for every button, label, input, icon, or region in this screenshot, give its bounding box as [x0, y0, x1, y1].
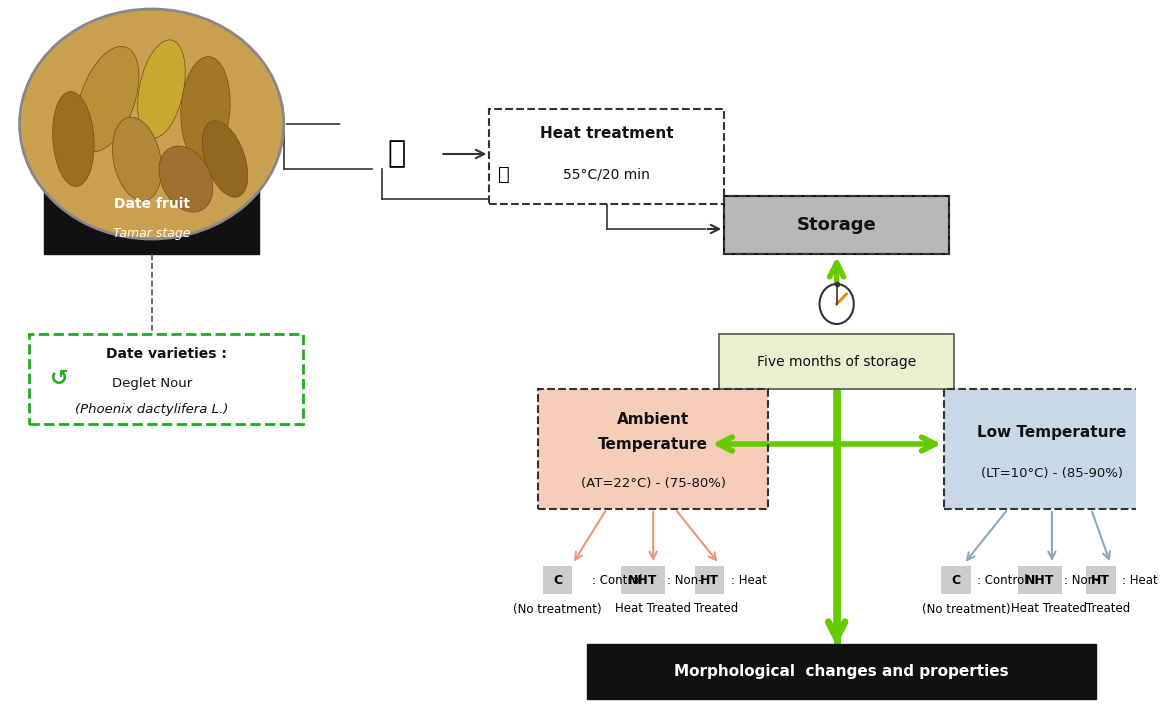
Text: Ambient: Ambient	[616, 411, 690, 427]
Text: 🌡: 🌡	[498, 164, 510, 184]
FancyBboxPatch shape	[489, 109, 724, 204]
Text: Treated: Treated	[694, 603, 738, 615]
FancyBboxPatch shape	[29, 334, 303, 424]
FancyBboxPatch shape	[944, 389, 1160, 509]
Ellipse shape	[820, 284, 853, 324]
Text: Low Temperature: Low Temperature	[978, 425, 1126, 440]
Ellipse shape	[20, 9, 283, 239]
FancyBboxPatch shape	[539, 389, 769, 509]
Text: : Control: : Control	[592, 574, 643, 586]
Text: Deglet Nour: Deglet Nour	[111, 377, 192, 391]
Text: (No treatment): (No treatment)	[922, 603, 1010, 615]
FancyBboxPatch shape	[942, 566, 971, 594]
Ellipse shape	[181, 57, 230, 162]
FancyBboxPatch shape	[719, 334, 954, 389]
FancyBboxPatch shape	[724, 196, 950, 254]
Text: ↺: ↺	[50, 369, 68, 389]
Text: Heat Treated: Heat Treated	[614, 603, 691, 615]
FancyBboxPatch shape	[621, 566, 665, 594]
Text: Heat Treated: Heat Treated	[1011, 603, 1087, 615]
Text: Treated: Treated	[1086, 603, 1130, 615]
Ellipse shape	[52, 91, 94, 186]
Text: Date varieties :: Date varieties :	[106, 347, 226, 361]
Text: : Control: : Control	[976, 574, 1027, 586]
Text: Storage: Storage	[796, 216, 877, 234]
FancyBboxPatch shape	[543, 566, 572, 594]
Text: (LT=10°C) - (85-90%): (LT=10°C) - (85-90%)	[981, 467, 1123, 481]
Text: : Heat: : Heat	[731, 574, 766, 586]
Text: C: C	[952, 574, 960, 586]
Text: (Phoenix dactylifera L.): (Phoenix dactylifera L.)	[75, 403, 229, 415]
Text: : Non-: : Non-	[668, 574, 702, 586]
Text: 🌬: 🌬	[387, 140, 405, 169]
Text: 55°C/20 min: 55°C/20 min	[563, 167, 650, 181]
Text: Date fruit: Date fruit	[114, 197, 189, 211]
Text: Morphological  changes and properties: Morphological changes and properties	[675, 664, 1009, 679]
Text: (AT=22°C) - (75-80%): (AT=22°C) - (75-80%)	[580, 477, 726, 491]
Text: NHT: NHT	[1024, 574, 1054, 586]
Text: (No treatment): (No treatment)	[513, 603, 603, 615]
FancyBboxPatch shape	[1018, 566, 1061, 594]
Text: HT: HT	[1091, 574, 1110, 586]
Ellipse shape	[159, 146, 212, 212]
Text: : Heat: : Heat	[1123, 574, 1159, 586]
Text: Five months of storage: Five months of storage	[757, 355, 916, 369]
FancyBboxPatch shape	[694, 566, 724, 594]
FancyBboxPatch shape	[587, 644, 1096, 699]
FancyBboxPatch shape	[44, 184, 259, 254]
Text: C: C	[553, 574, 562, 586]
FancyBboxPatch shape	[1087, 566, 1116, 594]
Ellipse shape	[202, 121, 247, 197]
Text: Tamar stage: Tamar stage	[113, 228, 190, 240]
Text: Temperature: Temperature	[598, 437, 708, 452]
Text: HT: HT	[700, 574, 719, 586]
Text: : Non-: : Non-	[1063, 574, 1099, 586]
Ellipse shape	[77, 47, 139, 152]
Text: Heat treatment: Heat treatment	[540, 126, 673, 142]
Ellipse shape	[113, 117, 161, 201]
Ellipse shape	[138, 40, 186, 138]
Text: NHT: NHT	[628, 574, 657, 586]
